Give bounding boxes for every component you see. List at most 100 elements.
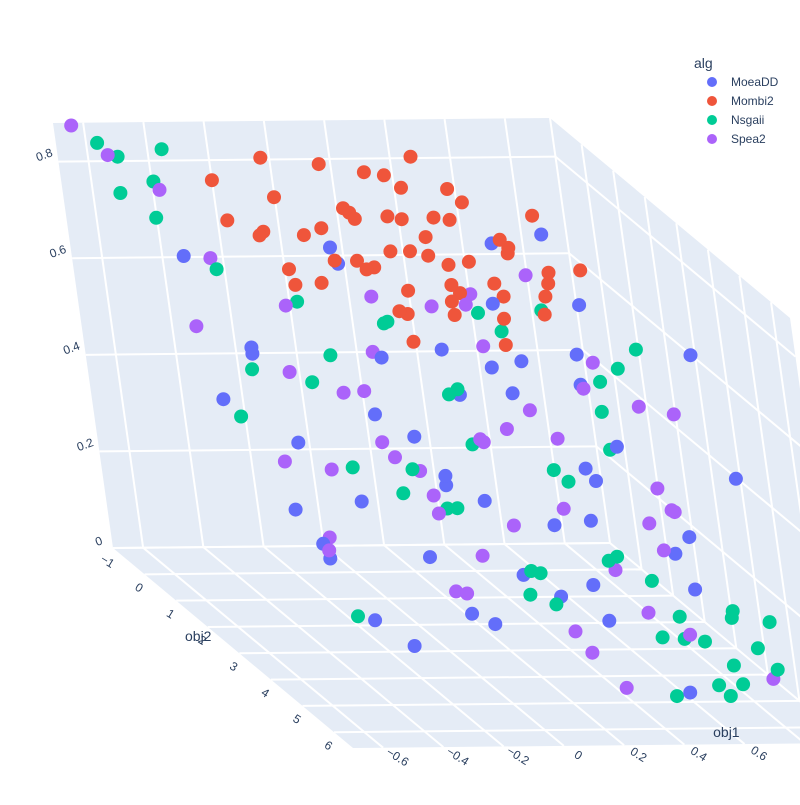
point-spea2[interactable] [568, 624, 583, 639]
point-spea2[interactable] [282, 365, 297, 379]
point-spea2[interactable] [576, 381, 591, 396]
point-nsgaii[interactable] [670, 689, 684, 704]
point-spea2[interactable] [585, 645, 600, 660]
legend-item-mombi2[interactable]: Mombi2 [707, 94, 774, 108]
point-spea2[interactable] [522, 403, 537, 418]
point-spea2[interactable] [375, 435, 390, 450]
point-nsgaii[interactable] [546, 463, 561, 478]
point-mombi2[interactable] [347, 211, 362, 226]
point-nsgaii[interactable] [655, 630, 670, 645]
point-spea2[interactable] [619, 680, 634, 695]
point-nsgaii[interactable] [723, 689, 738, 703]
point-spea2[interactable] [641, 605, 656, 620]
point-mombi2[interactable] [359, 262, 374, 277]
point-mombi2[interactable] [498, 338, 513, 352]
point-nsgaii[interactable] [628, 342, 643, 357]
point-mombi2[interactable] [444, 294, 459, 309]
point-nsgaii[interactable] [323, 348, 338, 363]
point-nsgaii[interactable] [90, 135, 105, 150]
point-spea2[interactable] [650, 481, 665, 496]
point-moeadd[interactable] [488, 617, 503, 632]
point-spea2[interactable] [278, 298, 293, 313]
legend-item-moeadd[interactable]: MoeaDD [707, 75, 779, 89]
point-moeadd[interactable] [609, 439, 624, 454]
point-moeadd[interactable] [586, 578, 601, 592]
point-nsgaii[interactable] [442, 387, 456, 402]
point-moeadd[interactable] [683, 348, 698, 363]
point-nsgaii[interactable] [523, 587, 538, 602]
point-mombi2[interactable] [454, 195, 469, 210]
point-moeadd[interactable] [668, 546, 683, 561]
point-moeadd[interactable] [244, 340, 259, 355]
point-nsgaii[interactable] [533, 566, 548, 581]
point-nsgaii[interactable] [644, 573, 659, 588]
point-spea2[interactable] [476, 339, 491, 354]
point-spea2[interactable] [666, 407, 681, 422]
point-mombi2[interactable] [525, 208, 540, 223]
point-spea2[interactable] [388, 450, 402, 465]
point-moeadd[interactable] [728, 471, 743, 486]
point-nsgaii[interactable] [154, 142, 169, 157]
point-moeadd[interactable] [438, 468, 453, 483]
point-spea2[interactable] [424, 299, 439, 314]
point-nsgaii[interactable] [471, 305, 485, 320]
point-nsgaii[interactable] [750, 641, 765, 656]
point-moeadd[interactable] [682, 530, 697, 545]
point-moeadd[interactable] [323, 240, 337, 255]
point-moeadd[interactable] [216, 392, 231, 407]
point-mombi2[interactable] [336, 201, 350, 216]
point-mombi2[interactable] [487, 276, 502, 291]
point-spea2[interactable] [460, 586, 475, 601]
point-nsgaii[interactable] [149, 210, 164, 225]
legend[interactable]: alg MoeaDD Mombi2 Nsgaii Spea2 [694, 55, 779, 146]
point-mombi2[interactable] [403, 244, 417, 259]
point-spea2[interactable] [189, 319, 204, 334]
point-moeadd[interactable] [423, 550, 437, 565]
point-mombi2[interactable] [383, 244, 398, 259]
point-mombi2[interactable] [204, 173, 219, 188]
point-mombi2[interactable] [406, 334, 421, 349]
point-moeadd[interactable] [368, 407, 382, 422]
point-moeadd[interactable] [572, 298, 587, 313]
point-spea2[interactable] [277, 454, 292, 469]
point-mombi2[interactable] [380, 209, 395, 224]
legend-item-nsgaii[interactable]: Nsgaii [707, 113, 764, 127]
point-nsgaii[interactable] [561, 474, 576, 489]
point-mombi2[interactable] [296, 228, 311, 243]
point-moeadd[interactable] [602, 613, 617, 628]
point-nsgaii[interactable] [762, 615, 777, 630]
point-nsgaii[interactable] [610, 549, 625, 564]
point-mombi2[interactable] [541, 265, 556, 280]
point-mombi2[interactable] [311, 157, 326, 172]
point-nsgaii[interactable] [113, 186, 128, 200]
point-spea2[interactable] [458, 297, 473, 312]
point-mombi2[interactable] [442, 212, 457, 227]
point-nsgaii[interactable] [724, 610, 739, 625]
point-mombi2[interactable] [541, 276, 556, 291]
point-mombi2[interactable] [314, 275, 329, 290]
point-nsgaii[interactable] [396, 486, 411, 501]
point-moeadd[interactable] [589, 474, 603, 488]
point-mombi2[interactable] [314, 221, 329, 236]
point-nsgaii[interactable] [234, 409, 249, 424]
point-moeadd[interactable] [683, 685, 698, 700]
point-nsgaii[interactable] [494, 324, 509, 339]
point-moeadd[interactable] [514, 354, 529, 369]
point-spea2[interactable] [518, 268, 533, 283]
point-nsgaii[interactable] [351, 609, 365, 624]
point-moeadd[interactable] [176, 249, 191, 263]
point-moeadd[interactable] [477, 493, 492, 508]
point-spea2[interactable] [463, 287, 478, 302]
point-spea2[interactable] [364, 289, 379, 304]
point-nsgaii[interactable] [380, 314, 395, 329]
point-moeadd[interactable] [374, 350, 389, 365]
point-spea2[interactable] [431, 506, 446, 521]
point-spea2[interactable] [506, 518, 521, 533]
point-moeadd[interactable] [547, 518, 562, 533]
point-nsgaii[interactable] [594, 404, 609, 419]
point-nsgaii[interactable] [610, 361, 625, 376]
point-nsgaii[interactable] [672, 609, 687, 624]
point-moeadd[interactable] [407, 639, 422, 653]
point-spea2[interactable] [152, 182, 167, 197]
